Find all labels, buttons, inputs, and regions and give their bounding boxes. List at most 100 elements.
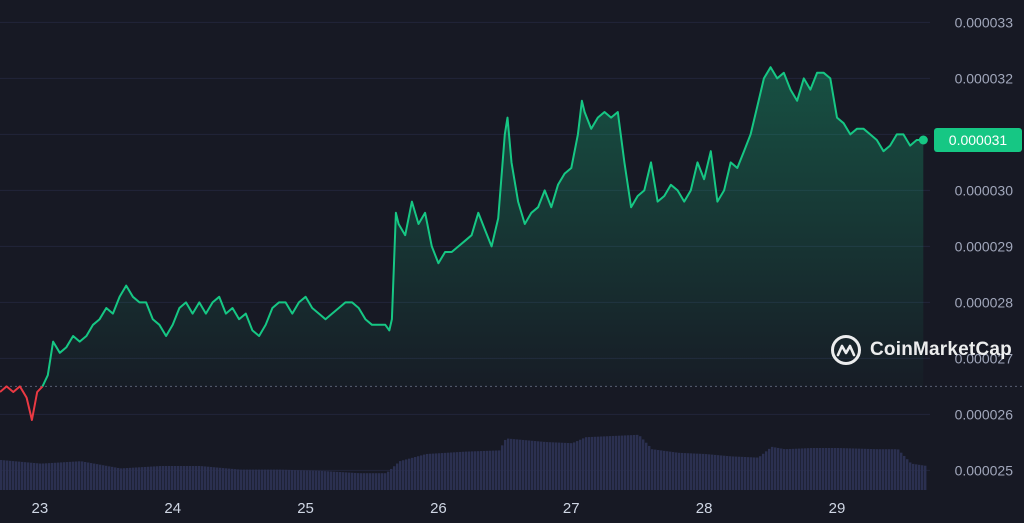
volume-bar xyxy=(288,469,291,490)
volume-bar xyxy=(72,461,75,490)
volume-bar xyxy=(123,468,126,490)
volume-bar xyxy=(219,467,222,490)
volume-bar xyxy=(630,435,633,490)
volume-bar xyxy=(423,454,426,490)
volume-bar xyxy=(603,436,606,490)
volume-bar xyxy=(528,440,531,490)
volume-bar xyxy=(897,449,900,490)
volume-bar xyxy=(384,473,387,490)
volume-bar xyxy=(273,469,276,490)
volume-bar xyxy=(165,466,168,490)
volume-bar xyxy=(918,464,921,490)
volume-bar xyxy=(723,455,726,490)
volume-bar xyxy=(714,454,717,490)
volume-bar xyxy=(492,450,495,490)
volume-bar xyxy=(141,467,144,490)
y-tick-label: 0.000029 xyxy=(955,238,1014,254)
volume-bar xyxy=(756,457,759,490)
volume-bar xyxy=(612,435,615,490)
volume-bar xyxy=(594,436,597,490)
volume-bar xyxy=(309,470,312,490)
volume-bar xyxy=(420,455,423,490)
volume-bar xyxy=(354,472,357,490)
volume-bar xyxy=(846,448,849,490)
volume-bar xyxy=(627,435,630,490)
volume-bar xyxy=(537,441,540,490)
price-line xyxy=(0,66,928,421)
y-tick-label: 0.000028 xyxy=(955,294,1014,310)
price-line-down xyxy=(0,385,44,421)
volume-bar xyxy=(327,471,330,490)
volume-bar xyxy=(645,442,648,490)
volume-bar xyxy=(486,450,489,490)
volume-bar xyxy=(507,438,510,490)
volume-bar xyxy=(267,469,270,490)
volume-bar xyxy=(705,454,708,490)
volume-bar xyxy=(906,459,909,490)
volume-bar xyxy=(57,462,60,490)
volume-bar xyxy=(498,450,501,490)
volume-bar xyxy=(708,454,711,490)
volume-bar xyxy=(249,469,252,490)
volume-bar xyxy=(696,453,699,490)
volume-bar xyxy=(363,473,366,490)
volume-bar xyxy=(564,442,567,490)
volume-bar xyxy=(240,469,243,490)
volume-bar xyxy=(156,466,159,490)
volume-bar xyxy=(96,464,99,490)
volume-bar xyxy=(279,469,282,490)
volume-bar xyxy=(885,449,888,490)
volume-bar xyxy=(411,457,414,490)
volume-bar xyxy=(39,463,42,490)
y-tick-label: 0.000025 xyxy=(955,462,1014,478)
volume-bar xyxy=(477,451,480,490)
volume-bar xyxy=(114,467,117,490)
volume-bar xyxy=(168,466,171,490)
volume-bar xyxy=(0,460,3,490)
volume-bar xyxy=(732,456,735,490)
volume-bar xyxy=(666,451,669,490)
volume-bar xyxy=(222,468,225,490)
volume-bar xyxy=(876,449,879,490)
volume-bar xyxy=(519,439,522,490)
volume-bar xyxy=(561,442,564,490)
volume-bar xyxy=(63,462,66,490)
volume-bar xyxy=(540,441,543,490)
volume-bar xyxy=(33,462,36,490)
volume-bar xyxy=(747,457,750,490)
volume-bar xyxy=(198,466,201,490)
volume-bar xyxy=(711,454,714,490)
volume-bar xyxy=(534,441,537,490)
volume-bar xyxy=(78,461,81,490)
volume-bar xyxy=(330,471,333,490)
volume-bar xyxy=(702,453,705,490)
volume-bar xyxy=(828,448,831,490)
volume-bar xyxy=(435,453,438,490)
volume-bar xyxy=(36,463,39,490)
volume-bar xyxy=(798,448,801,490)
volume-bar xyxy=(405,459,408,490)
volume-bar xyxy=(663,450,666,490)
volume-bar xyxy=(837,448,840,490)
volume-bar xyxy=(345,472,348,490)
volume-bar xyxy=(882,449,885,490)
volume-bar xyxy=(726,455,729,490)
volume-bar xyxy=(144,466,147,490)
volume-bar xyxy=(207,466,210,490)
volume-bar xyxy=(189,466,192,490)
volume-bar xyxy=(909,462,912,490)
volume-bar xyxy=(588,437,591,490)
x-tick-label: 26 xyxy=(430,500,447,517)
volume-bar xyxy=(318,470,321,490)
volume-bar xyxy=(825,448,828,490)
volume-bar xyxy=(849,448,852,490)
volume-bar xyxy=(504,439,507,490)
volume-bar xyxy=(297,470,300,490)
volume-bar xyxy=(819,448,822,490)
volume-bar xyxy=(300,470,303,490)
volume-bar xyxy=(351,472,354,490)
volume-bar xyxy=(408,458,411,490)
y-axis: 0.000025 0.000026 0.000027 0.000028 0.000029… xyxy=(955,14,1014,478)
volume-bar xyxy=(45,463,48,490)
